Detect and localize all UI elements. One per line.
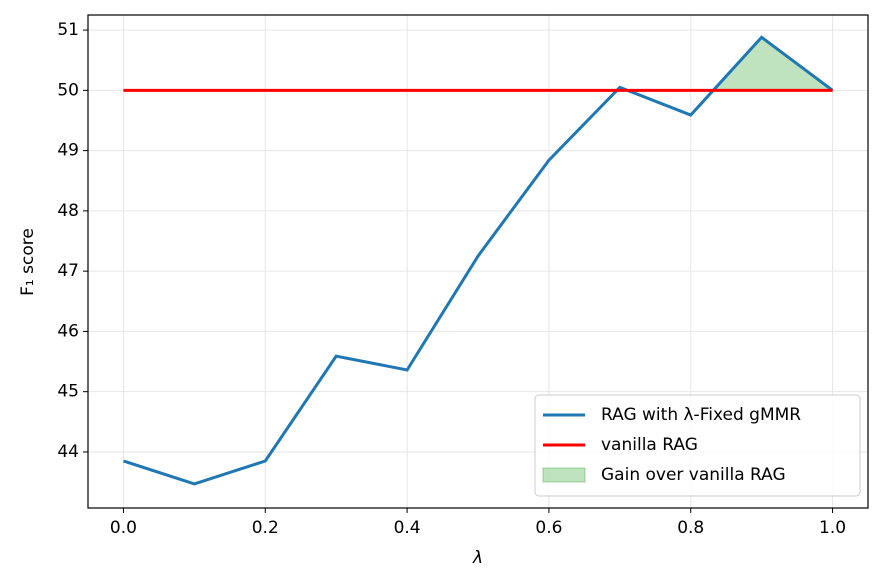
x-tick-label: 0.0 — [110, 518, 137, 538]
legend-label: Gain over vanilla RAG — [601, 465, 786, 485]
y-tick-label: 44 — [57, 442, 79, 462]
legend-label: RAG with λ-Fixed gMMR — [601, 405, 801, 425]
legend-box — [534, 394, 861, 497]
x-tick-label: 1.0 — [819, 518, 846, 538]
legend: RAG with λ-Fixed gMMR vanilla RAG Gain ove… — [534, 394, 861, 497]
x-axis-label: λ — [472, 548, 483, 568]
x-tick-label: 0.8 — [677, 518, 704, 538]
legend-label: vanilla RAG — [601, 435, 698, 455]
axes-frame — [87, 14, 869, 509]
x-tick-label: 0.6 — [535, 518, 562, 538]
y-tick-label: 48 — [57, 201, 79, 221]
y-tick-label: 45 — [57, 382, 79, 402]
y-tick-label: 50 — [57, 80, 79, 100]
plot — [122, 35, 835, 486]
x-tick-label: 0.2 — [252, 518, 279, 538]
y-tick-label: 46 — [57, 321, 79, 341]
y-axis-label: F₁ score — [18, 228, 38, 296]
y-tick-label: 47 — [57, 261, 79, 281]
y-tick-label: 49 — [57, 141, 79, 161]
y-tick-label: 51 — [57, 20, 79, 40]
legend-swatch — [542, 467, 586, 483]
x-tick-label: 0.4 — [394, 518, 421, 538]
